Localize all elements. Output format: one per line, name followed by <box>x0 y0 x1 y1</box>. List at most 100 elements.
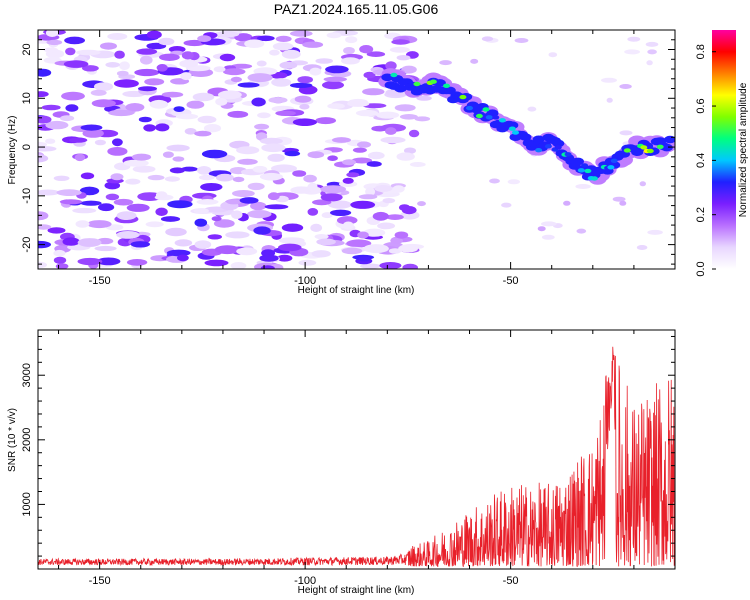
heatmap-noise-blob <box>38 68 52 77</box>
heatmap-noise-blob <box>239 197 259 204</box>
heatmap-noise-blob <box>69 137 88 143</box>
heatmap-noise-blob <box>144 78 165 86</box>
heatmap-noise-blob <box>575 184 591 189</box>
heatmap-noise-blob <box>201 149 228 159</box>
heatmap-noise-blob <box>75 220 90 228</box>
heatmap-noise-blob <box>276 254 293 262</box>
heatmap-noise-blob <box>385 61 397 71</box>
heatmap-noise-blob <box>211 216 222 222</box>
heatmap-noise-blob <box>408 129 420 138</box>
y-tick-label: 3000 <box>21 363 33 387</box>
heatmap-noise-blob <box>290 186 313 194</box>
heatmap-noise-blob <box>53 256 67 264</box>
heatmap-noise-blob <box>307 151 325 159</box>
heatmap-noise-blob <box>123 159 149 167</box>
heatmap-noise-blob <box>619 130 633 136</box>
heatmap-noise-blob <box>116 211 137 221</box>
heatmap-noise-blob <box>181 166 198 172</box>
heatmap-noise-blob <box>105 62 120 68</box>
heatmap-signal-blob <box>394 84 407 93</box>
snr-y-ticks: 1000 2000 3000 <box>21 335 675 570</box>
heatmap-noise-blob <box>325 65 349 74</box>
heatmap-noise-blob <box>155 123 170 132</box>
heatmap-noise-blob <box>272 42 294 51</box>
heatmap-noise-blob <box>481 36 494 42</box>
heatmap-noise-blob <box>352 147 367 153</box>
heatmap-noise-blob <box>98 203 115 212</box>
heatmap-noise-blob <box>244 39 265 48</box>
heatmap-noise-blob <box>197 35 212 42</box>
heatmap-noise-blob <box>159 53 180 61</box>
heatmap-noise-blob <box>321 212 333 219</box>
heatmap-noise-blob <box>180 72 192 81</box>
heatmap-noise-blob <box>196 199 219 205</box>
heatmap-signal-blob <box>381 73 394 82</box>
heatmap-noise-blob <box>234 33 253 42</box>
heatmap-noise-blob <box>328 200 352 209</box>
heatmap-noise-blob <box>342 159 357 166</box>
heatmap-noise-blob <box>394 104 416 112</box>
heatmap-noise-blob <box>399 114 418 120</box>
y-tick-label: -20 <box>21 237 33 253</box>
heatmap-noise-blob <box>601 77 617 83</box>
heatmap-noise-blob <box>259 172 283 181</box>
heatmap-noise-blob <box>226 199 242 205</box>
heatmap-noise-blob <box>360 263 381 269</box>
heatmap-signal-blob <box>492 115 500 120</box>
heatmap-noise-blob <box>416 95 432 101</box>
y-tick-label: 0 <box>21 144 33 150</box>
heatmap-signal-blob <box>660 143 673 152</box>
heatmap-noise-blob <box>114 50 125 59</box>
heatmap-noise-blob <box>627 36 641 42</box>
heatmap-noise-blob <box>96 257 121 266</box>
heatmap-noise-blob <box>260 265 275 269</box>
heatmap-noise-blob <box>230 63 253 69</box>
snr-x-ticks: -150 -100 -50 <box>58 330 676 587</box>
heatmap-signal-blob <box>475 113 483 119</box>
heatmap-noise-blob <box>107 147 128 156</box>
heatmap-noise-blob <box>342 177 354 184</box>
heatmap-noise-blob <box>146 30 162 39</box>
heatmap-panel: -150 -100 -50 20 10 0 -10 -20 Height of straig… <box>7 29 676 296</box>
heatmap-noise-blob <box>160 216 181 222</box>
heatmap-noise-blob <box>132 165 156 173</box>
heatmap-noise-blob <box>307 208 319 216</box>
heatmap-noise-blob <box>63 60 89 68</box>
heatmap-noise-blob <box>110 173 124 181</box>
heatmap-signal-blob <box>443 83 450 89</box>
heatmap-noise-blob <box>112 138 123 147</box>
heatmap-signal-blob <box>544 144 552 149</box>
heatmap-signal-blob <box>466 105 473 111</box>
heatmap-noise-blob <box>55 263 69 269</box>
heatmap-noise-blob <box>45 138 56 144</box>
heatmap-noise-blob <box>311 250 331 258</box>
heatmap-noise-blob <box>315 117 337 125</box>
heatmap-noise-blob <box>253 226 271 235</box>
heatmap-noise-blob <box>309 67 322 76</box>
heatmap-noise-blob <box>636 245 648 250</box>
heatmap-noise-blob <box>365 187 376 196</box>
x-tick-label: -150 <box>89 275 111 287</box>
snr-series-line <box>38 346 675 568</box>
heatmap-noise-blob <box>619 200 627 206</box>
heatmap-noise-blob <box>138 86 157 92</box>
heatmap-noise-blob <box>197 115 217 124</box>
heatmap-noise-blob <box>237 82 260 88</box>
heatmap-noise-blob <box>250 201 267 211</box>
colorbar-label: Normalized spectral amplitude <box>738 82 749 217</box>
heatmap-noise-blob <box>402 263 418 269</box>
colorbar-tick-label: 0.8 <box>695 44 707 59</box>
heatmap-noise-blob <box>162 151 174 158</box>
heatmap-noise-blob <box>322 81 344 90</box>
heatmap-noise-blob <box>351 157 373 164</box>
heatmap-noise-blob <box>367 151 385 160</box>
heatmap-noise-blob <box>213 219 235 228</box>
heatmap-noise-blob <box>619 84 632 89</box>
heatmap-noise-blob <box>105 193 120 201</box>
heatmap-noise-blob <box>275 110 296 117</box>
heatmap-noise-blob <box>362 88 385 96</box>
heatmap-noise-blob <box>414 116 431 122</box>
heatmap-noise-blob <box>320 185 347 194</box>
x-tick-label: -150 <box>89 575 111 587</box>
heatmap-noise-blob <box>271 164 297 173</box>
